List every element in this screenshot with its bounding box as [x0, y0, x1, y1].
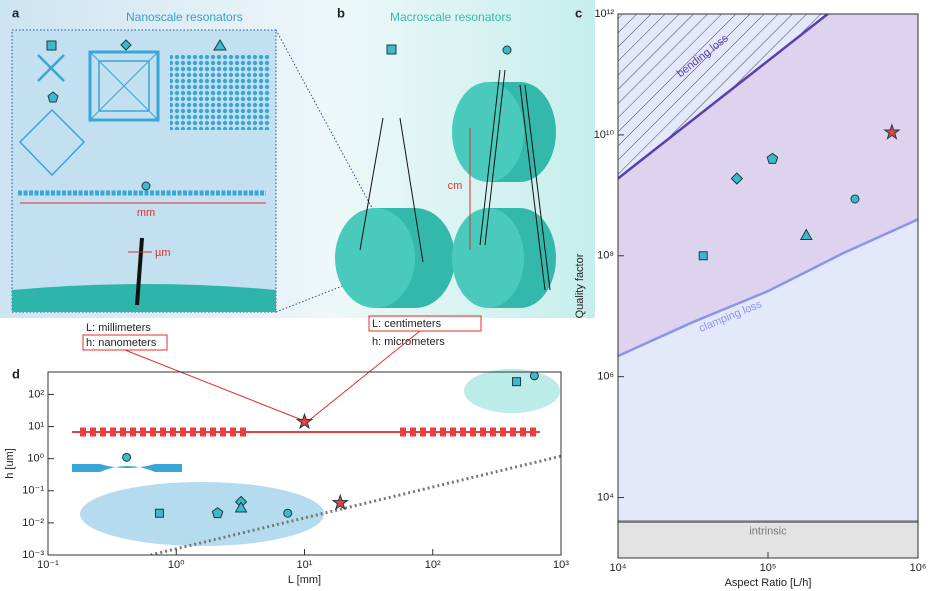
connector — [306, 330, 421, 423]
beam-sketch — [72, 464, 182, 472]
string — [359, 117, 424, 263]
region — [80, 482, 324, 546]
point — [283, 508, 293, 518]
plot-area — [618, 14, 918, 558]
point — [211, 507, 224, 519]
x-tick-label: 10¹ — [297, 559, 313, 571]
y-axis-label: Quality factor — [574, 253, 586, 318]
caption-box — [368, 315, 482, 332]
x-tick-label: 10³ — [553, 559, 569, 571]
point — [122, 452, 132, 462]
point — [295, 412, 314, 430]
phononic-crystal — [170, 55, 270, 130]
width-label: µm — [155, 247, 171, 259]
caption: L: centimeters — [372, 318, 442, 330]
y-tick-label: 10⁸ — [597, 250, 614, 262]
y-tick-label: 10⁻² — [22, 517, 44, 529]
scale-label: cm — [448, 180, 463, 192]
point — [883, 123, 901, 140]
point — [766, 152, 779, 164]
panel-letter: c — [575, 5, 582, 20]
icon-pentagon — [47, 91, 59, 103]
caption: L: millimeters — [86, 322, 151, 334]
y-tick-label: 10⁶ — [597, 371, 614, 383]
point — [529, 371, 539, 381]
point — [154, 508, 164, 518]
point — [850, 194, 860, 204]
point — [331, 493, 349, 511]
x-axis-label: Aspect Ratio [L/h] — [725, 577, 812, 589]
scale-label: mm — [137, 207, 155, 219]
point — [234, 501, 248, 513]
nanowire — [135, 237, 144, 306]
point — [730, 172, 744, 185]
x-axis-label: L [mm] — [288, 574, 321, 586]
icon-circle — [502, 45, 512, 55]
substrate — [12, 284, 276, 312]
panel-letter: d — [12, 366, 20, 381]
curve-label: intrinsic — [749, 526, 787, 538]
curve — [618, 14, 829, 180]
panel-letter: a — [12, 5, 20, 20]
curve — [618, 218, 918, 358]
icon-diamond — [120, 39, 132, 51]
x-tick-label: 10⁵ — [760, 562, 777, 574]
plot-area — [150, 454, 561, 555]
point — [698, 251, 708, 261]
y-axis-label: h [um] — [4, 448, 16, 479]
point — [799, 228, 813, 240]
y-tick-label: 10¹ — [28, 420, 44, 432]
y-tick-label: 10⁻¹ — [22, 485, 44, 497]
y-tick-label: 10² — [28, 388, 44, 400]
y-tick-label: 10¹⁰ — [594, 129, 615, 141]
panel-title: Macroscale resonators — [390, 10, 511, 24]
point — [512, 377, 522, 387]
curve — [150, 454, 561, 555]
caption: h: micrometers — [372, 336, 445, 348]
icon-square — [46, 40, 57, 51]
cylinder-face — [452, 82, 524, 182]
x-tick-label: 10⁴ — [610, 562, 627, 574]
icon-triangle — [213, 39, 227, 51]
string — [479, 69, 551, 291]
y-tick-label: 10¹² — [594, 8, 614, 20]
y-tick-label: 10⁴ — [597, 491, 614, 503]
cylinder-face — [335, 208, 415, 308]
x-tick-label: 10⁰ — [168, 559, 185, 571]
membrane — [89, 51, 159, 121]
y-tick-label: 10⁰ — [27, 453, 44, 465]
cross-resonator — [37, 54, 65, 82]
x-tick-label: 10² — [425, 559, 441, 571]
membrane — [88, 50, 160, 122]
panel-title: Nanoscale resonators — [126, 10, 243, 24]
caption: h: nanometers — [86, 337, 157, 349]
x-tick-label: 10⁶ — [910, 562, 927, 574]
region-purple — [618, 14, 918, 356]
connector — [124, 349, 308, 423]
icon-circle — [141, 181, 151, 191]
icon-square — [386, 44, 397, 55]
region-grey — [618, 521, 918, 558]
x-tick-label: 10⁻¹ — [37, 559, 59, 571]
region — [464, 369, 560, 413]
diamond-resonator — [18, 108, 86, 177]
panel-letter: b — [337, 5, 345, 20]
membrane — [98, 60, 150, 112]
y-tick-label: 10⁻³ — [22, 549, 44, 561]
